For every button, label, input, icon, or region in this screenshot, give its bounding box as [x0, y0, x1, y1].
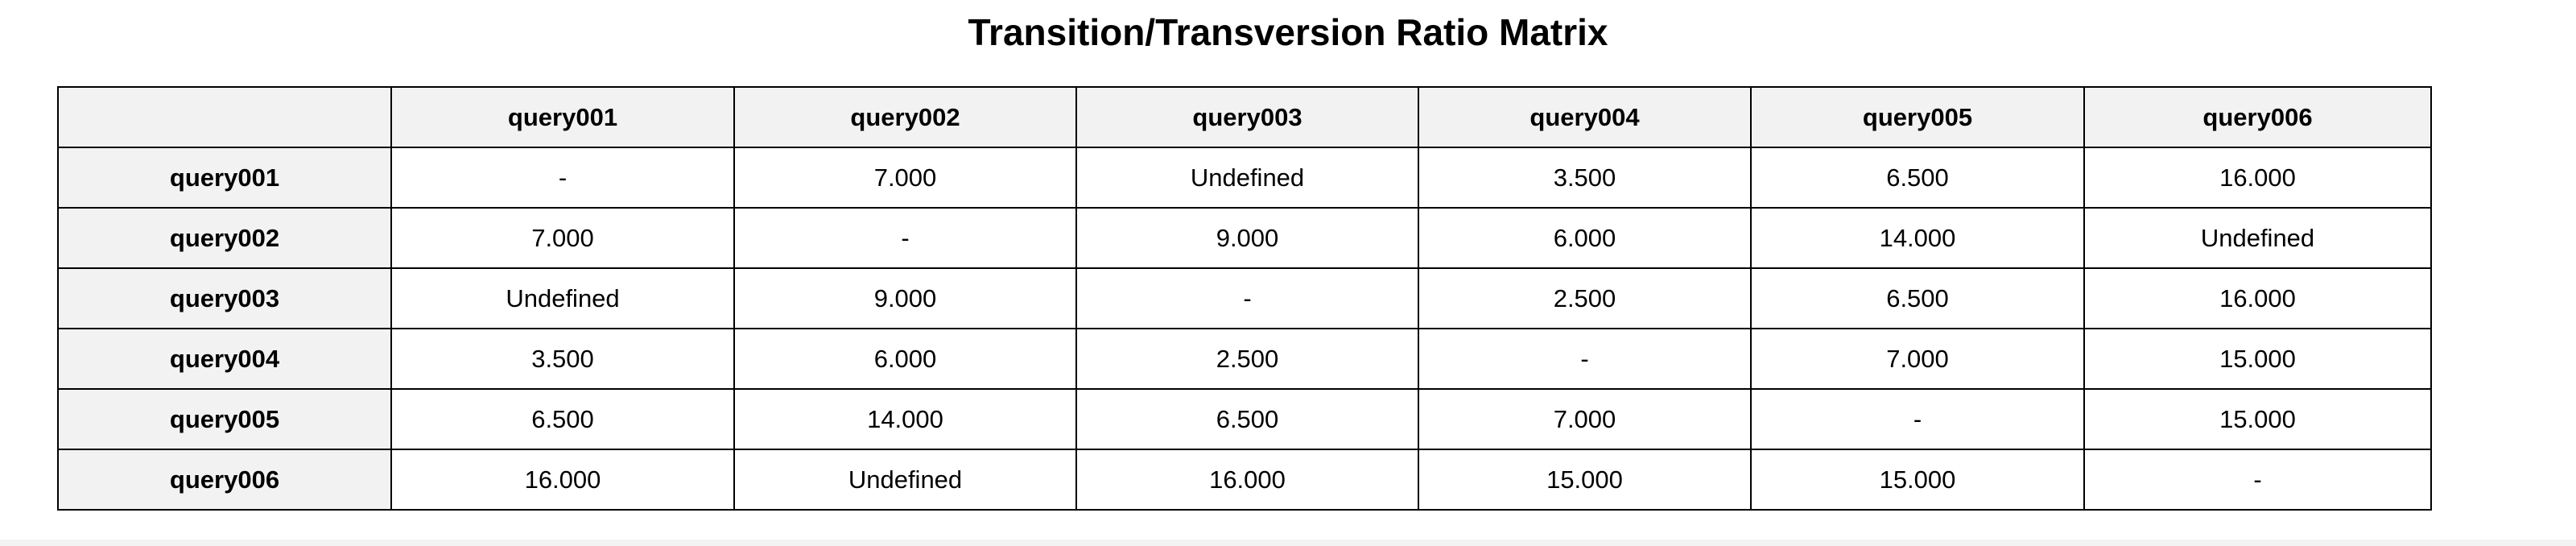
table-cell: 15.000: [1418, 449, 1752, 511]
table-cell: 3.500: [1418, 147, 1752, 209]
table-cell: 6.500: [1750, 147, 2085, 209]
column-header: query002: [733, 86, 1077, 148]
table-cell: 7.000: [390, 207, 735, 269]
table-row: query003 Undefined 9.000 - 2.500 6.500 1…: [57, 267, 2432, 329]
table-cell: 16.000: [390, 449, 735, 511]
table-cell: -: [1750, 388, 2085, 450]
bottom-divider: [0, 540, 2576, 546]
table-cell: 16.000: [2083, 147, 2432, 209]
column-header: query005: [1750, 86, 2085, 148]
row-header: query006: [57, 449, 392, 511]
table-row: query006 16.000 Undefined 16.000 15.000 …: [57, 449, 2432, 511]
table-cell: 9.000: [1075, 207, 1419, 269]
row-header: query004: [57, 328, 392, 390]
table-cell: 3.500: [390, 328, 735, 390]
table-cell: 7.000: [1750, 328, 2085, 390]
table-row: query004 3.500 6.000 2.500 - 7.000 15.00…: [57, 328, 2432, 390]
table-cell: 6.500: [390, 388, 735, 450]
table-cell: -: [1075, 267, 1419, 329]
column-header: query003: [1075, 86, 1419, 148]
table-cell: Undefined: [733, 449, 1077, 511]
table-cell: 14.000: [733, 388, 1077, 450]
table-cell: 15.000: [2083, 328, 2432, 390]
page-title: Transition/Transversion Ratio Matrix: [968, 11, 1608, 53]
table-cell: 2.500: [1418, 267, 1752, 329]
table-cell: -: [390, 147, 735, 209]
table-row: query005 6.500 14.000 6.500 7.000 - 15.0…: [57, 388, 2432, 450]
ratio-matrix-table: query001 query002 query003 query004 quer…: [57, 86, 2432, 511]
column-header: query001: [390, 86, 735, 148]
table-cell: 7.000: [733, 147, 1077, 209]
row-header: query005: [57, 388, 392, 450]
table-cell: 9.000: [733, 267, 1077, 329]
table-cell: -: [2083, 449, 2432, 511]
corner-cell: [57, 86, 392, 148]
table-cell: Undefined: [390, 267, 735, 329]
table-cell: 6.000: [1418, 207, 1752, 269]
table-cell: 6.000: [733, 328, 1077, 390]
table-row: query002 7.000 - 9.000 6.000 14.000 Unde…: [57, 207, 2432, 269]
row-header: query001: [57, 147, 392, 209]
row-header: query003: [57, 267, 392, 329]
column-header: query006: [2083, 86, 2432, 148]
column-header: query004: [1418, 86, 1752, 148]
table-cell: 2.500: [1075, 328, 1419, 390]
table-cell: -: [733, 207, 1077, 269]
table-cell: -: [1418, 328, 1752, 390]
table-cell: 15.000: [2083, 388, 2432, 450]
table-row: query001 - 7.000 Undefined 3.500 6.500 1…: [57, 147, 2432, 209]
table-cell: 6.500: [1075, 388, 1419, 450]
table-cell: 16.000: [2083, 267, 2432, 329]
table-cell: 16.000: [1075, 449, 1419, 511]
table-cell: 14.000: [1750, 207, 2085, 269]
table-cell: Undefined: [1075, 147, 1419, 209]
table-cell: 7.000: [1418, 388, 1752, 450]
table-cell: 6.500: [1750, 267, 2085, 329]
row-header: query002: [57, 207, 392, 269]
header-row: query001 query002 query003 query004 quer…: [57, 86, 2432, 148]
table-cell: 15.000: [1750, 449, 2085, 511]
table-cell: Undefined: [2083, 207, 2432, 269]
